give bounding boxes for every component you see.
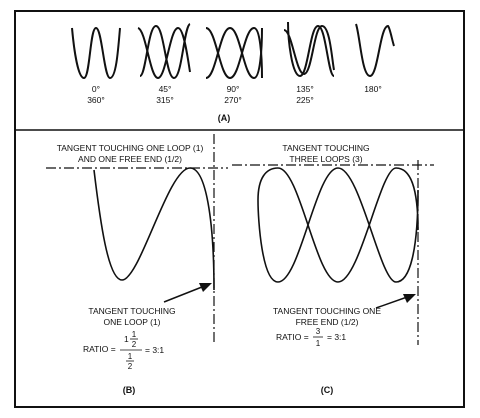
- part-c-bottom-caption: FREE END (1/2): [296, 317, 359, 327]
- ratio-c-result: = 3:1: [327, 332, 346, 342]
- ratio-b-num-frac-bottom: 2: [132, 340, 137, 349]
- part-b-top-caption: AND ONE FREE END (1/2): [78, 154, 182, 164]
- phase-label-bottom: 360°: [87, 95, 105, 105]
- ratio-b-den-frac-bottom: 2: [128, 362, 133, 371]
- part-b-top-caption: TANGENT TOUCHING ONE LOOP (1): [57, 143, 204, 153]
- pattern-135-deg: [283, 21, 335, 78]
- part-a-patterns: [71, 21, 395, 80]
- phase-label-top: 180°: [364, 84, 382, 94]
- phase-label-bottom: 270°: [224, 95, 242, 105]
- pattern-180-deg: [355, 23, 395, 78]
- part-c-top-caption: THREE LOOPS (3): [289, 154, 362, 164]
- figure-border: [14, 10, 465, 408]
- ratio-c-num: 3: [316, 327, 321, 336]
- phase-label-bottom: 315°: [156, 95, 174, 105]
- ratio-c-den: 1: [316, 339, 321, 348]
- ratio-b-num-whole: 1: [124, 334, 129, 344]
- part-c-label: (C): [321, 385, 334, 395]
- pattern-90-deg: [205, 26, 263, 80]
- part-c: TANGENT TOUCHING THREE LOOPS (3) TANGENT…: [232, 143, 434, 395]
- phase-label-top: 45°: [159, 84, 172, 94]
- part-c-top-caption: TANGENT TOUCHING: [282, 143, 369, 153]
- pattern-c-curve: [257, 167, 419, 283]
- ratio-b-num-frac-top: 1: [132, 330, 137, 339]
- arrowhead-b: [199, 283, 212, 292]
- part-b-label: (B): [123, 385, 136, 395]
- ratio-b-den-frac-top: 1: [128, 352, 133, 361]
- phase-label-top: 90°: [227, 84, 240, 94]
- arrow-b: [163, 284, 208, 303]
- arrowhead-c: [403, 294, 416, 303]
- arrow-c: [375, 295, 411, 309]
- phase-label-bottom: 225°: [296, 95, 314, 105]
- part-b-bottom-caption: ONE LOOP (1): [104, 317, 161, 327]
- ratio-label-c: RATIO =: [276, 332, 309, 342]
- ratio-b-result: = 3:1: [145, 345, 164, 355]
- part-a-label: (A): [218, 113, 231, 123]
- part-a-labels: 0° 360° 45° 315° 90° 270° 135° 225° 180°…: [87, 84, 382, 123]
- phase-label-top: 135°: [296, 84, 314, 94]
- part-c-bottom-caption: TANGENT TOUCHING ONE: [273, 306, 381, 316]
- ratio-label-b: RATIO =: [83, 344, 116, 354]
- pattern-b-curve: [93, 167, 215, 291]
- part-b-bottom-caption: TANGENT TOUCHING: [88, 306, 175, 316]
- pattern-0-deg: [71, 26, 121, 80]
- pattern-45-deg: [137, 23, 191, 80]
- part-b: TANGENT TOUCHING ONE LOOP (1) AND ONE FR…: [46, 134, 228, 395]
- phase-label-top: 0°: [92, 84, 100, 94]
